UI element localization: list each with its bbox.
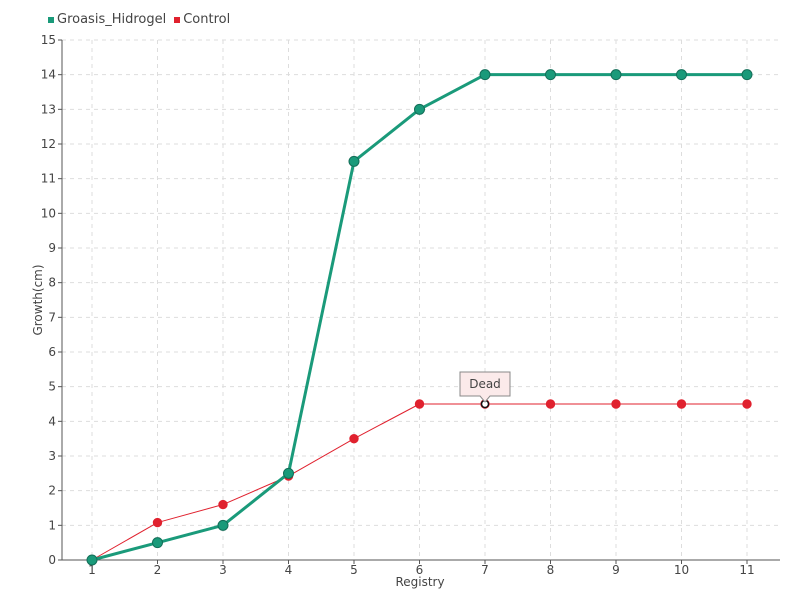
x-tick-label: 1 (88, 563, 96, 577)
x-tick-label: 4 (285, 563, 293, 577)
legend-swatch-groasis-hidrogel (48, 16, 54, 23)
data-point-groasis-hidrogel[interactable] (545, 69, 556, 81)
legend-label-control: Control (183, 12, 231, 27)
y-tick-label: 14 (41, 68, 56, 82)
data-point-groasis-hidrogel[interactable] (86, 554, 98, 566)
y-tick-label: 12 (41, 137, 56, 151)
data-point-groasis-hidrogel[interactable] (152, 537, 163, 549)
annotation-box (459, 371, 511, 403)
grid (62, 39, 780, 560)
data-point-groasis-hidrogel[interactable] (610, 69, 622, 81)
y-tick-label: 6 (48, 345, 56, 359)
data-point-groasis-hidrogel[interactable] (741, 69, 753, 81)
data-point-control[interactable] (742, 399, 752, 409)
legend-label-groasis-hidrogel: Groasis_Hidrogel (57, 12, 167, 27)
chart-legend: Groasis_Hidrogel Control (48, 12, 230, 27)
legend-item-groasis-hidrogel[interactable]: Groasis_Hidrogel (48, 12, 166, 27)
y-tick-label: 11 (41, 172, 56, 186)
legend-swatch-control (174, 16, 181, 23)
data-point-control[interactable] (414, 399, 425, 409)
x-axis-title: Registry (395, 575, 444, 589)
x-tick-label: 8 (547, 563, 555, 577)
x-tick-label: 11 (739, 563, 754, 577)
y-tick-label: 3 (48, 449, 56, 463)
annotations: Dead (459, 371, 511, 409)
x-tick-label: 10 (674, 563, 689, 577)
data-point-control[interactable] (349, 433, 359, 444)
data-point-groasis-hidrogel[interactable] (676, 69, 687, 81)
data-point-control[interactable] (152, 517, 163, 528)
x-tick-label: 9 (612, 563, 620, 577)
data-point-groasis-hidrogel[interactable] (217, 519, 229, 531)
x-tick-label: 2 (154, 563, 162, 577)
y-tick-label: 4 (48, 414, 56, 428)
y-tick-label: 15 (41, 33, 56, 47)
series-groasis-hidrogel (86, 69, 753, 566)
x-tick-label: 5 (350, 563, 358, 577)
y-axis-title: Growth(cm) (31, 264, 45, 335)
y-tick-label: 8 (48, 276, 56, 290)
data-point-control[interactable] (218, 499, 228, 510)
data-point-control[interactable] (545, 399, 556, 409)
y-tick-label: 0 (48, 553, 56, 567)
data-point-control[interactable] (676, 399, 687, 409)
x-tick-label: 6 (416, 563, 424, 577)
y-tick-label: 9 (48, 241, 56, 255)
data-point-groasis-hidrogel[interactable] (348, 155, 360, 167)
y-tick-label: 13 (41, 102, 56, 116)
data-point-groasis-hidrogel[interactable] (414, 103, 425, 115)
y-tick-label: 1 (48, 518, 56, 532)
annotation-label: Dead (469, 377, 501, 391)
data-point-groasis-hidrogel[interactable] (479, 69, 491, 81)
y-tick-label: 5 (48, 380, 56, 394)
data-point-control[interactable] (611, 399, 621, 409)
x-tick-label: 3 (219, 563, 227, 577)
y-tick-label: 10 (41, 206, 56, 220)
y-tick-label: 7 (48, 310, 56, 324)
y-tick-label: 2 (48, 484, 56, 498)
legend-item-control[interactable]: Control (174, 12, 230, 27)
x-tick-label: 7 (481, 563, 489, 577)
data-point-groasis-hidrogel[interactable] (283, 467, 294, 479)
